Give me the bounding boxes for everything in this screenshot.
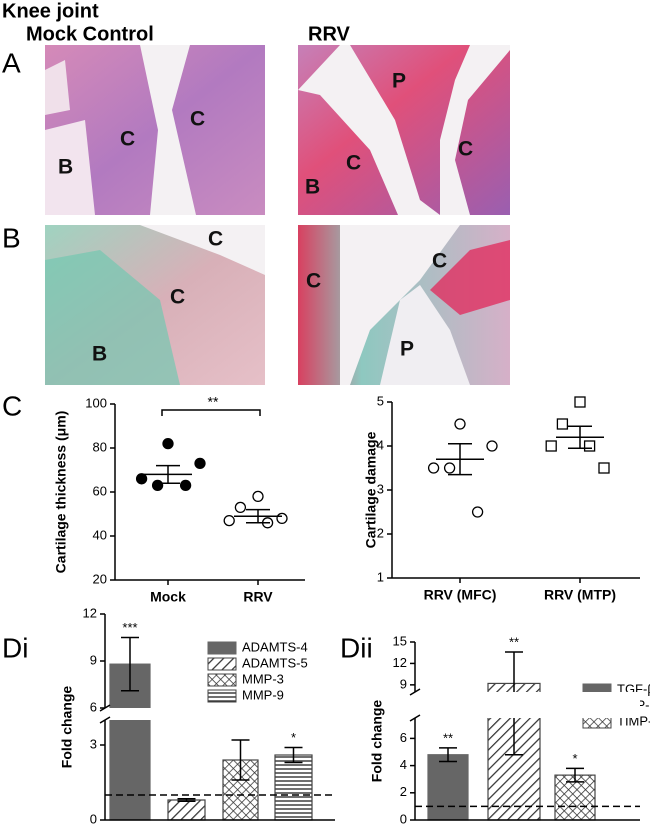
data-point: [574, 396, 586, 408]
significance: *: [572, 751, 577, 766]
data-point: [223, 514, 235, 527]
tissue-label: P: [392, 70, 406, 93]
tissue-label: C: [306, 270, 321, 293]
x-tick-label: RRV (MFC): [424, 587, 497, 603]
y-tick-label: 3: [377, 481, 384, 496]
y-tick-label: 5: [377, 393, 384, 408]
data-point: [276, 512, 288, 525]
data-point: [583, 440, 596, 452]
y-tick-label: 0: [400, 811, 407, 824]
significance-bracket: [161, 409, 261, 416]
y-tick-label: 0: [90, 811, 97, 824]
y-tick-label: 80: [93, 439, 107, 454]
significance: ***: [122, 620, 137, 635]
column-title: RRV: [308, 23, 351, 45]
significance: **: [509, 634, 519, 649]
data-point: [151, 479, 164, 492]
legend-swatch: [207, 641, 237, 655]
tissue-label: C: [458, 138, 473, 161]
y-tick-label: 12: [393, 655, 407, 670]
tissue-label: C: [190, 108, 205, 131]
y-axis-label: Cartilage damage: [363, 431, 379, 548]
legend-label: MMP-3: [242, 671, 284, 686]
panel-label: B: [2, 222, 21, 253]
y-tick-label: 9: [90, 652, 97, 667]
tissue-label: B: [92, 343, 107, 366]
tissue-label: C: [120, 128, 135, 151]
data-point: [471, 506, 484, 518]
legend-label: ADAMTS-5: [242, 655, 308, 670]
tissue-label: C: [170, 286, 185, 309]
panel-label: Di: [2, 632, 28, 663]
x-tick-label: RRV (MTP): [544, 587, 616, 603]
bar: [274, 754, 313, 821]
panel-label: A: [2, 47, 21, 78]
data-point: [454, 418, 466, 430]
tissue-label: B: [58, 156, 73, 179]
histology-image: [45, 225, 265, 385]
axis-break-gap: [407, 692, 640, 718]
significance: **: [443, 730, 453, 745]
y-axis-label: Cartilage thickness (μm): [53, 411, 69, 574]
axis-break-mark: [409, 688, 421, 696]
figure-title: Knee joint: [2, 0, 99, 22]
data-point: [545, 440, 557, 452]
data-point: [135, 473, 148, 485]
y-tick-label: 40: [93, 527, 107, 542]
y-tick-label: 3: [90, 736, 97, 751]
panel-label: Dii: [340, 632, 373, 663]
y-tick-label: 100: [85, 395, 107, 410]
tissue-label: P: [400, 338, 414, 361]
panel-label: C: [2, 390, 22, 421]
data-point: [486, 440, 498, 452]
data-point: [162, 437, 174, 450]
y-axis-label: Fold change: [369, 700, 385, 783]
data-point: [179, 479, 192, 492]
y-tick-label: 4: [400, 757, 407, 772]
x-tick-label: RRV: [243, 589, 273, 605]
tissue-label: C: [208, 228, 223, 251]
data-point: [443, 462, 456, 474]
tissue-label: B: [305, 176, 320, 199]
y-tick-label: 6: [90, 699, 97, 714]
y-tick-label: 60: [93, 483, 107, 498]
data-point: [598, 462, 610, 474]
significance: **: [208, 394, 219, 410]
axis-break-mark: [99, 716, 111, 724]
y-tick-label: 2: [377, 525, 384, 540]
y-tick-label: 9: [400, 676, 407, 691]
y-tick-label: 15: [393, 633, 407, 648]
y-tick-label: 4: [377, 437, 384, 452]
y-axis-label: Fold change: [59, 686, 75, 769]
y-tick-label: 6: [400, 730, 407, 745]
legend-label: MMP-9: [242, 687, 284, 702]
histology-image: [298, 45, 510, 215]
bar: [427, 754, 469, 821]
tissue-label: C: [346, 152, 361, 175]
histology-image: [298, 225, 510, 385]
data-point: [427, 462, 440, 474]
significance: *: [291, 730, 296, 745]
bar: [167, 799, 206, 821]
histology-image: [45, 45, 265, 215]
y-tick-label: 1: [377, 569, 384, 584]
data-point: [252, 490, 264, 503]
column-title: Mock Control: [26, 23, 154, 45]
legend-swatch: [207, 689, 237, 703]
legend-swatch: [207, 673, 237, 687]
y-tick-label: 20: [93, 571, 107, 586]
x-tick-label: Mock: [150, 589, 186, 605]
legend-swatch: [207, 657, 237, 671]
axis-break-gap: [97, 708, 335, 720]
data-point: [234, 501, 247, 514]
data-point: [556, 418, 569, 430]
legend-label: ADAMTS-4: [242, 639, 308, 654]
axis-break-mark: [409, 714, 421, 722]
y-tick-label: 2: [400, 784, 407, 799]
y-tick-label: 12: [83, 605, 97, 620]
tissue-label: C: [432, 250, 447, 273]
data-point: [194, 457, 206, 470]
